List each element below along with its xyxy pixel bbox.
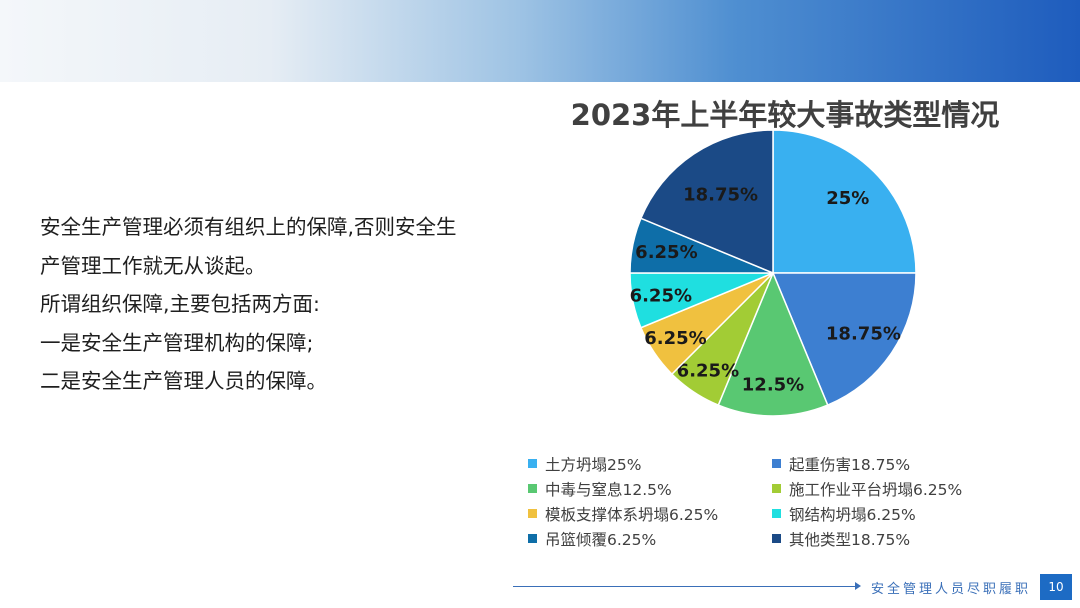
- body-text: 安全生产管理必须有组织上的保障,否则安全生 产管理工作就无从谈起。 所谓组织保障…: [40, 208, 510, 401]
- legend-swatch: [528, 484, 537, 493]
- legend-label: 模板支撑体系坍塌6.25%: [545, 505, 719, 524]
- pie-data-label: 6.25%: [644, 328, 706, 349]
- legend-label: 土方坍塌25%: [545, 455, 642, 474]
- legend-swatch: [772, 459, 781, 468]
- legend-item: 施工作业平台坍塌6.25%: [772, 477, 1008, 500]
- pie-data-label: 6.25%: [630, 285, 692, 306]
- pie-data-label: 6.25%: [677, 361, 739, 382]
- legend-label: 中毒与窒息12.5%: [545, 480, 672, 499]
- legend-swatch: [528, 459, 537, 468]
- legend-label: 起重伤害18.75%: [789, 455, 911, 474]
- footer-arrow-icon: [855, 582, 861, 590]
- legend-swatch: [528, 534, 537, 543]
- paragraph-line: 二是安全生产管理人员的保障。: [40, 369, 327, 393]
- pie-slice-2: [771, 272, 917, 407]
- pie-slice-1: [772, 130, 917, 274]
- legend-swatch: [528, 509, 537, 518]
- legend-item: 其他类型18.75%: [772, 527, 1008, 550]
- chart-legend: 土方坍塌25% 起重伤害18.75% 中毒与窒息12.5% 施工作业平台坍塌6.25%…: [528, 452, 1008, 550]
- legend-label: 施工作业平台坍塌6.25%: [789, 480, 963, 499]
- legend-label: 其他类型18.75%: [789, 530, 911, 549]
- chart-title: 2023年上半年较大事故类型情况: [570, 98, 1000, 132]
- legend-label: 吊篮倾覆6.25%: [545, 530, 657, 549]
- pie-data-label: 25%: [826, 188, 869, 209]
- pie-chart: 25%18.75%12.5%6.25%6.25%6.25%6.25%18.75%: [629, 130, 917, 417]
- pie-slice-3: [717, 271, 829, 417]
- legend-item: 起重伤害18.75%: [772, 452, 1008, 475]
- legend-swatch: [772, 484, 781, 493]
- legend-swatch: [772, 534, 781, 543]
- paragraph-line: 所谓组织保障,主要包括两方面:: [40, 292, 320, 316]
- footer-divider: [513, 586, 858, 587]
- paragraph-line: 产管理工作就无从谈起。: [40, 253, 266, 278]
- legend-swatch: [772, 509, 781, 518]
- pie-data-label: 12.5%: [742, 375, 804, 396]
- legend-item: 模板支撑体系坍塌6.25%: [528, 502, 772, 525]
- legend-item: 吊篮倾覆6.25%: [528, 527, 772, 550]
- footer-text: 安全管理人员尽职履职: [871, 582, 1032, 597]
- pie-data-label: 6.25%: [635, 242, 697, 263]
- top-gradient-banner: [0, 0, 1080, 82]
- paragraph-line: 安全生产管理必须有组织上的保障,否则安全生: [40, 215, 457, 239]
- legend-item: 土方坍塌25%: [528, 452, 772, 475]
- pie-data-label: 18.75%: [826, 323, 901, 344]
- legend-item: 钢结构坍塌6.25%: [772, 502, 1008, 525]
- pie-slice-8: [639, 130, 774, 275]
- legend-item: 中毒与窒息12.5%: [528, 477, 772, 500]
- paragraph-line: 一是安全生产管理机构的保障;: [40, 330, 314, 355]
- page-number: 10: [1040, 574, 1072, 600]
- legend-label: 钢结构坍塌6.25%: [789, 505, 916, 524]
- pie-data-label: 18.75%: [683, 185, 758, 206]
